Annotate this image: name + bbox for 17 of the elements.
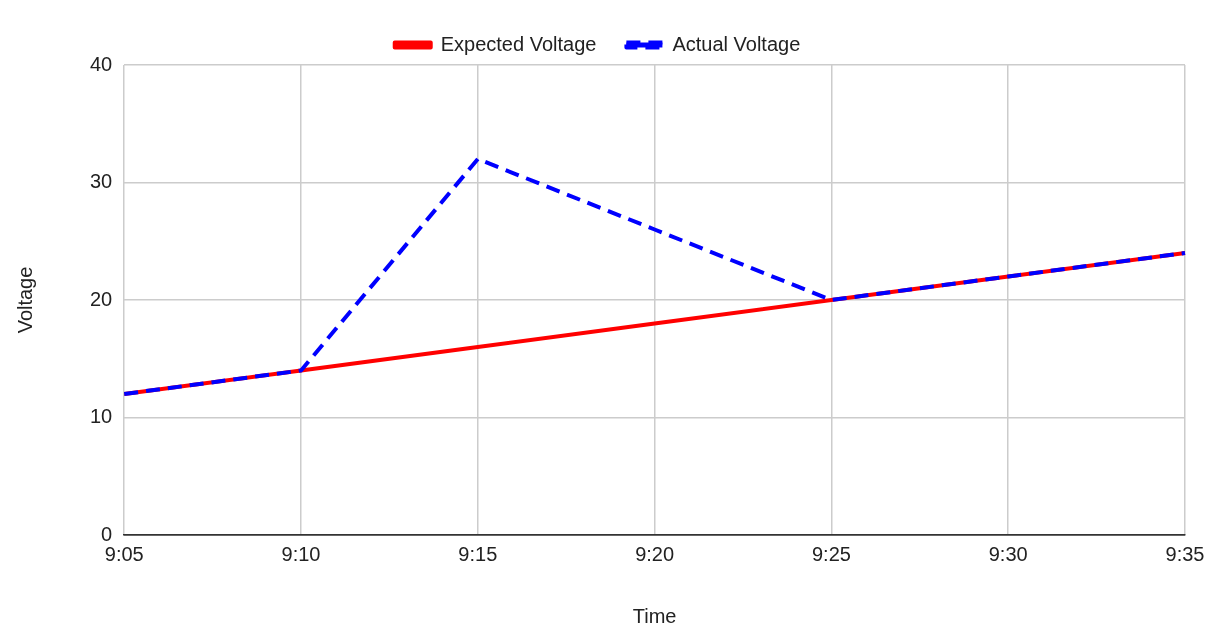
x-tick-label: 9:35: [1165, 542, 1205, 565]
y-tick-label: 30: [90, 170, 113, 193]
x-tick-label: 9:10: [281, 542, 321, 565]
y-tick-label: 40: [90, 52, 113, 75]
y-tick-label: 0: [101, 522, 113, 545]
legend-label: Expected Voltage: [440, 32, 597, 55]
line-series: [122, 157, 1187, 396]
legend-label: Actual Voltage: [672, 32, 801, 55]
y-tick-label: 10: [90, 405, 113, 428]
x-tick-label: 9:20: [635, 542, 675, 565]
x-tick-label: 9:05: [104, 542, 144, 565]
x-tick-label: 9:25: [811, 542, 851, 565]
x-tick-label: 9:30: [988, 542, 1028, 565]
y-axis-title: Voltage: [13, 266, 36, 334]
x-axis-title: Time: [632, 604, 677, 627]
y-tick-label: 20: [90, 287, 113, 310]
x-tick-label: 9:15: [458, 542, 498, 565]
